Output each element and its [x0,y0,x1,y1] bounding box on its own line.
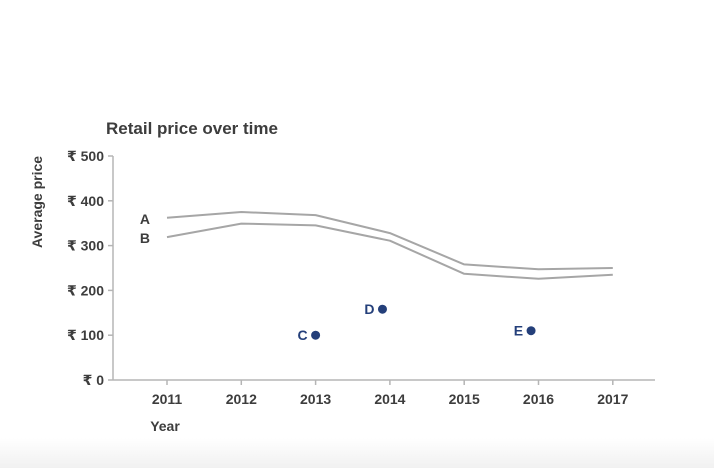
series-line-b [166,222,613,280]
y-tick-label: ₹ 300 [67,238,104,254]
series-line-a [166,211,613,271]
x-tick-label: 2017 [597,391,628,407]
series-label-a: A [140,211,150,227]
point-d [377,304,387,314]
x-tick-label: 2013 [300,391,331,407]
bottom-fade [0,438,714,468]
x-tick-label: 2011 [152,391,183,407]
point-label-d: D [364,301,374,317]
point-c [311,330,321,340]
series-label-b: B [140,230,150,246]
chart-title: Retail price over time [106,119,278,138]
x-tick-label: 2012 [226,391,257,407]
axes: ₹ 0 ₹ 100 ₹ 200 ₹ 300 ₹ 400 ₹ 500 2011 2012 2013… [67,148,655,407]
x-axis-label: Year [150,418,180,434]
x-tick-label: 2015 [449,391,480,407]
y-tick-label: ₹ 0 [83,372,105,388]
x-tick-label: 2014 [374,391,405,407]
point-label-e: E [514,323,523,339]
points-layer: C D E [297,301,536,343]
y-axis-label: Average price [29,156,45,248]
point-e [526,326,536,336]
point-label-c: C [297,327,307,343]
x-tick-label: 2016 [523,391,554,407]
y-tick-label: ₹ 400 [67,193,104,209]
y-tick-label: ₹ 200 [67,282,104,298]
y-tick-label: ₹ 100 [67,327,104,343]
series-layer: AB [140,211,613,280]
y-tick-label: ₹ 500 [67,148,104,164]
